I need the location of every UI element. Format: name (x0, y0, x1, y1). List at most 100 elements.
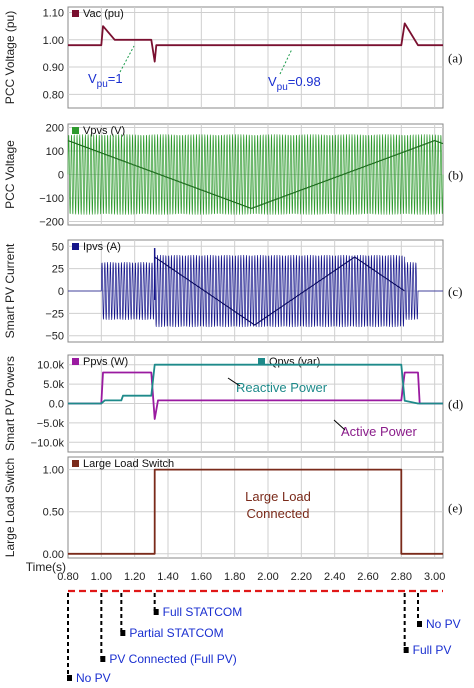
y-tick-label: −5.0k (37, 418, 65, 430)
y-tick-label: 0.0 (49, 399, 64, 411)
x-tick-label: 2.20 (291, 571, 312, 583)
x-tick-label: 1.80 (224, 571, 245, 583)
timeline-event-label: PV Connected (Full PV) (109, 652, 236, 666)
timeline-event-label: No PV (426, 617, 461, 631)
y-tick-label: −25 (45, 308, 64, 320)
x-tick-label: 1.60 (191, 571, 212, 583)
x-axis-label: Time(s) (26, 560, 66, 574)
y-tick-label: −50 (45, 331, 64, 343)
x-tick-label: 2.80 (391, 571, 412, 583)
panel-a: 1.10 1.00 0.90 0.80 PCC Voltage (pu) (a) Vac (… (3, 6, 462, 109)
series-large-load-switch (68, 468, 443, 555)
y-axis-label: Large Load Switch (3, 458, 17, 557)
y-tick-label: −100 (39, 193, 64, 205)
series-vpvs (67, 134, 444, 215)
legend-swatch (72, 243, 79, 250)
legend-entry: Large Load Switch (83, 458, 174, 470)
annotation-arrow (333, 419, 346, 431)
series-qpvs (68, 363, 443, 405)
timeline-marker-end (67, 675, 72, 681)
y-tick-label: −200 (39, 216, 64, 228)
x-tick-label: 2.60 (357, 571, 378, 583)
annotation-arrow (227, 377, 241, 387)
y-tick-label: 100 (46, 146, 64, 158)
y-tick-label: 25 (52, 264, 64, 276)
y-tick-label: 5.0k (43, 379, 64, 391)
series-ppvs (68, 371, 443, 420)
y-axis-label: Smart PV Current (3, 243, 17, 338)
panel-label: (d) (448, 397, 463, 412)
x-tick-label: 1.20 (124, 571, 145, 583)
y-axis-label: PCC Voltage (pu) (3, 11, 17, 104)
y-axis-label: Smart PV Powers (3, 356, 17, 451)
timeline-marker-end (417, 621, 422, 627)
annotation-text: V (268, 74, 277, 89)
series-ipvs (67, 254, 444, 328)
y-tick-label: 0.90 (43, 62, 64, 74)
x-tick-label: 0.80 (57, 571, 78, 583)
series-vac (68, 22, 443, 63)
panel-label: (b) (448, 168, 463, 183)
y-tick-label: 0.80 (43, 89, 64, 101)
x-tick-label: 1.40 (157, 571, 178, 583)
panels: 1.10 1.00 0.90 0.80 PCC Voltage (pu) (a) Vac (… (3, 6, 463, 561)
annotation-subscript: pu (97, 79, 108, 90)
legend-swatch (258, 358, 265, 365)
annotation-subscript: pu (277, 82, 288, 93)
legend-entry: Ppvs (W) (83, 356, 128, 368)
legend-swatch (72, 127, 79, 134)
legend-swatch (72, 10, 79, 17)
x-tick-label: 2.00 (257, 571, 278, 583)
y-tick-label: 50 (52, 241, 64, 253)
legend-swatch (72, 358, 79, 365)
x-tick-label: 3.00 (424, 571, 445, 583)
timeline-event-label: Partial STATCOM (129, 626, 223, 640)
annotation-suffix: =0.98 (288, 74, 321, 89)
timeline-event-label: No PV (76, 671, 111, 685)
panel-d: 10.0k 5.0k 0.0 −5.0k −10.0k Smart PV Powers (d… (3, 354, 463, 453)
y-tick-label: 0.00 (43, 549, 64, 561)
y-tick-label: 0 (58, 286, 64, 298)
annotation-connected: Connected (247, 506, 310, 521)
event-timeline: No PV PV Connected (Full PV) Partial STATC… (67, 589, 461, 685)
legend-entry: Qpvs (var) (269, 356, 320, 368)
x-tick-label: 2.40 (324, 571, 345, 583)
y-tick-label: 1.00 (43, 465, 64, 477)
y-tick-label: 0.50 (43, 507, 64, 519)
legend-entry: Vpvs (V) (83, 125, 125, 137)
timeline-event-label: Full PV (413, 643, 452, 657)
annotation-vpu-1: Vpu=1 (88, 71, 123, 90)
timeline-event-label: Full STATCOM (163, 605, 243, 619)
y-tick-label: 10.0k (37, 360, 64, 372)
panel-b: 200 100 0 −100 −200 PCC Voltage (b) Vpvs (V) (3, 123, 463, 229)
annotation-leader (119, 45, 135, 73)
y-tick-label: 0 (58, 170, 64, 182)
x-tick-label: 1.00 (91, 571, 112, 583)
y-tick-label: 200 (46, 123, 64, 135)
series-vpvs-envelope (67, 140, 444, 209)
panel-c: 50 25 0 −25 −50 Smart PV Current (c) Ipvs (A) (3, 239, 462, 343)
timeline-marker-end (120, 630, 126, 636)
y-axis-label: PCC Voltage (3, 140, 17, 209)
timeline-marker-end (403, 647, 409, 653)
panel-label: (e) (448, 501, 462, 516)
x-axis: 0.80 1.00 1.20 1.40 1.60 1.80 2.00 2.20 2.40 2.60… (26, 560, 446, 583)
legend-entry: Vac (pu) (83, 8, 124, 20)
annotation-vpu-098: Vpu=0.98 (268, 74, 321, 93)
timeline-marker-end (100, 656, 106, 662)
panel-label: (a) (448, 51, 462, 66)
series-ipvs-envelope (154, 256, 406, 326)
annotation-suffix: =1 (108, 71, 123, 86)
annotation-reactive-power: Reactive Power (236, 380, 328, 395)
y-tick-label: −10.0k (31, 437, 65, 449)
annotation-large-load: Large Load (245, 489, 311, 504)
annotation-active-power: Active Power (341, 424, 418, 439)
y-tick-label: 1.10 (43, 7, 64, 19)
annotation-text: V (88, 71, 97, 86)
annotation-leader (279, 48, 293, 75)
legend-entry: Ipvs (A) (83, 241, 121, 253)
timeline-marker-end (153, 609, 159, 615)
panel-label: (c) (448, 284, 462, 299)
panel-e: 1.00 0.50 0.00 Large Load Switch (e) Large Lo… (3, 456, 462, 561)
